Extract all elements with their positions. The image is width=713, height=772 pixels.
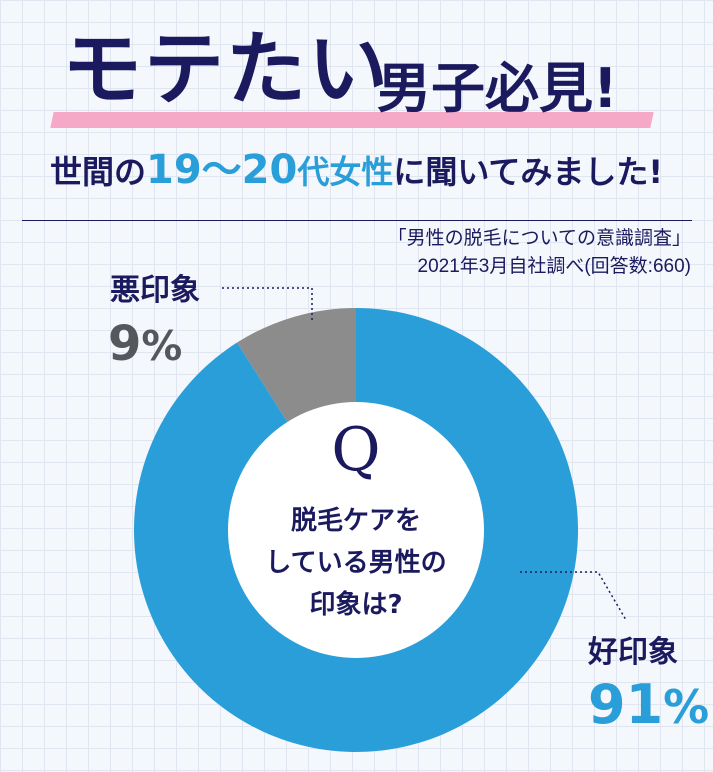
label-good-number: 91 — [588, 673, 664, 736]
question-mark-q: Q — [331, 415, 381, 485]
label-good-unit: % — [663, 680, 710, 734]
subtitle-age: 19〜20 — [146, 147, 298, 193]
label-bad-name: 悪印象 — [110, 273, 200, 308]
divider-left — [22, 220, 382, 221]
question-text: 脱毛ケアを している男性の 印象は? — [246, 500, 466, 626]
question-line-1: 脱毛ケアを — [290, 506, 421, 536]
subtitle-part2: に聞いてみました! — [393, 153, 663, 191]
divider-right — [370, 220, 692, 221]
subtitle-gender: 女性 — [329, 153, 394, 191]
subtitle-dai: 代 — [297, 153, 330, 191]
title-block: モテたい 男子必見! — [0, 20, 713, 130]
leader-line-good — [520, 571, 627, 621]
subtitle-part1: 世間の — [49, 153, 146, 191]
leader-line-bad — [222, 287, 313, 322]
source-note: 「男性の脱毛についての意識調査」 2021年3月自社調べ(回答数:660) — [388, 225, 691, 281]
donut-hole — [228, 402, 484, 658]
label-bad-unit: % — [141, 322, 183, 370]
question-line-3: 印象は? — [309, 590, 403, 620]
label-bad-number: 9 — [108, 316, 142, 372]
label-bad-value: 9% — [108, 320, 182, 368]
page-title-sub: 男子必見! — [377, 57, 618, 120]
source-line-1: 「男性の脱毛についての意識調査」 — [387, 228, 691, 249]
subtitle: 世間の19〜20代女性に聞いてみました! — [0, 148, 713, 194]
source-line-2: 2021年3月自社調べ(回答数:660) — [417, 256, 691, 277]
label-good-name: 好印象 — [588, 635, 678, 670]
page-title: モテたい — [62, 23, 390, 116]
label-good-value: 91% — [588, 678, 709, 732]
question-line-2: している男性の — [265, 548, 447, 578]
